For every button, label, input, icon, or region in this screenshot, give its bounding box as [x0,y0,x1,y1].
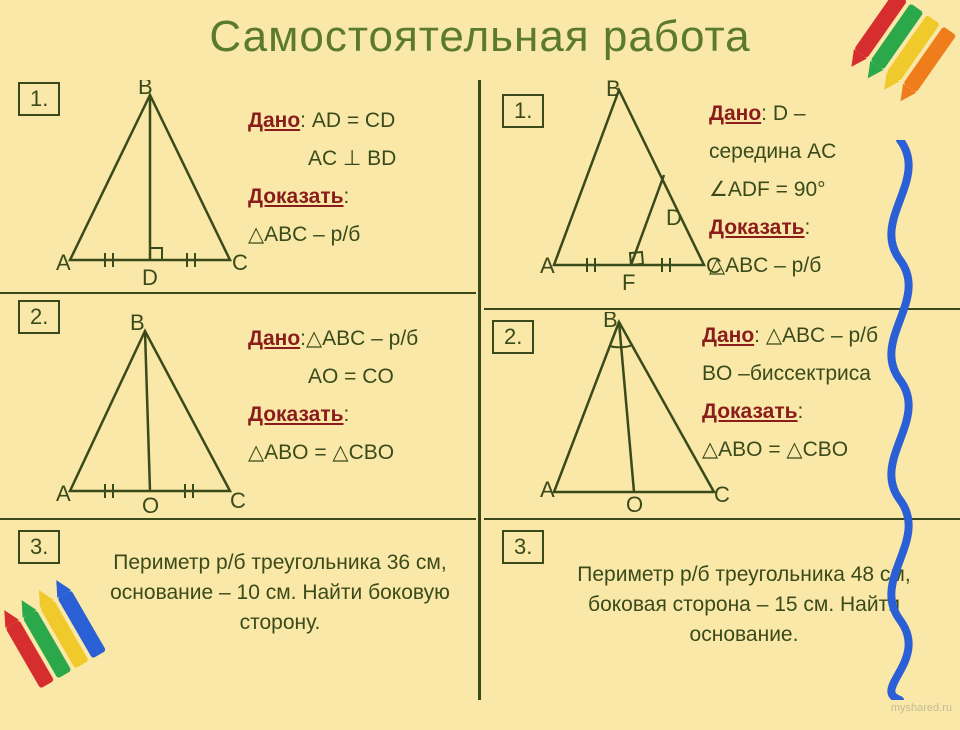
crayons-icon [810,0,960,140]
problem-text: Периметр р/б треугольника 36 см, основан… [110,548,450,638]
left-problem-1: 1. A C B D Дано: AD = CD AC ⊥ BD Доказат… [0,80,470,290]
svg-text:C: C [232,250,248,275]
svg-text:A: A [56,250,71,275]
given-prove: Дано: AD = CD AC ⊥ BD Доказать: △ABC – р… [248,102,396,254]
svg-text:A: A [540,477,555,502]
svg-text:B: B [130,310,145,335]
given-prove: Дано:△ABC – р/б AO = CO Доказать: △ABO =… [248,320,418,472]
svg-text:B: B [138,80,153,99]
svg-text:D: D [142,265,158,290]
svg-text:C: C [714,482,730,507]
divider [0,518,476,520]
squiggle-icon [880,140,940,700]
problem-number: 3. [18,530,60,564]
divider [0,292,476,294]
svg-text:B: B [603,312,618,332]
svg-text:D: D [666,205,682,230]
svg-text:O: O [142,493,159,516]
vertical-divider [478,80,481,700]
watermark: myshared.ru [891,702,952,714]
triangle-diagram: A C B O [30,306,270,516]
svg-text:A: A [56,481,71,506]
triangle-diagram: A C B D [30,80,270,290]
svg-text:F: F [622,270,635,295]
problem-number: 3. [502,530,544,564]
svg-text:A: A [540,253,555,278]
left-problem-2: 2. A C B O Дано:△ABC – р/б AO = CO Доказ… [0,298,470,508]
svg-text:C: C [230,488,246,513]
crayons-icon [0,570,160,730]
svg-text:B: B [606,80,621,101]
svg-text:O: O [626,492,643,512]
given-prove: Дано: △ABC – р/б BO –биссектриса Доказат… [702,317,878,469]
